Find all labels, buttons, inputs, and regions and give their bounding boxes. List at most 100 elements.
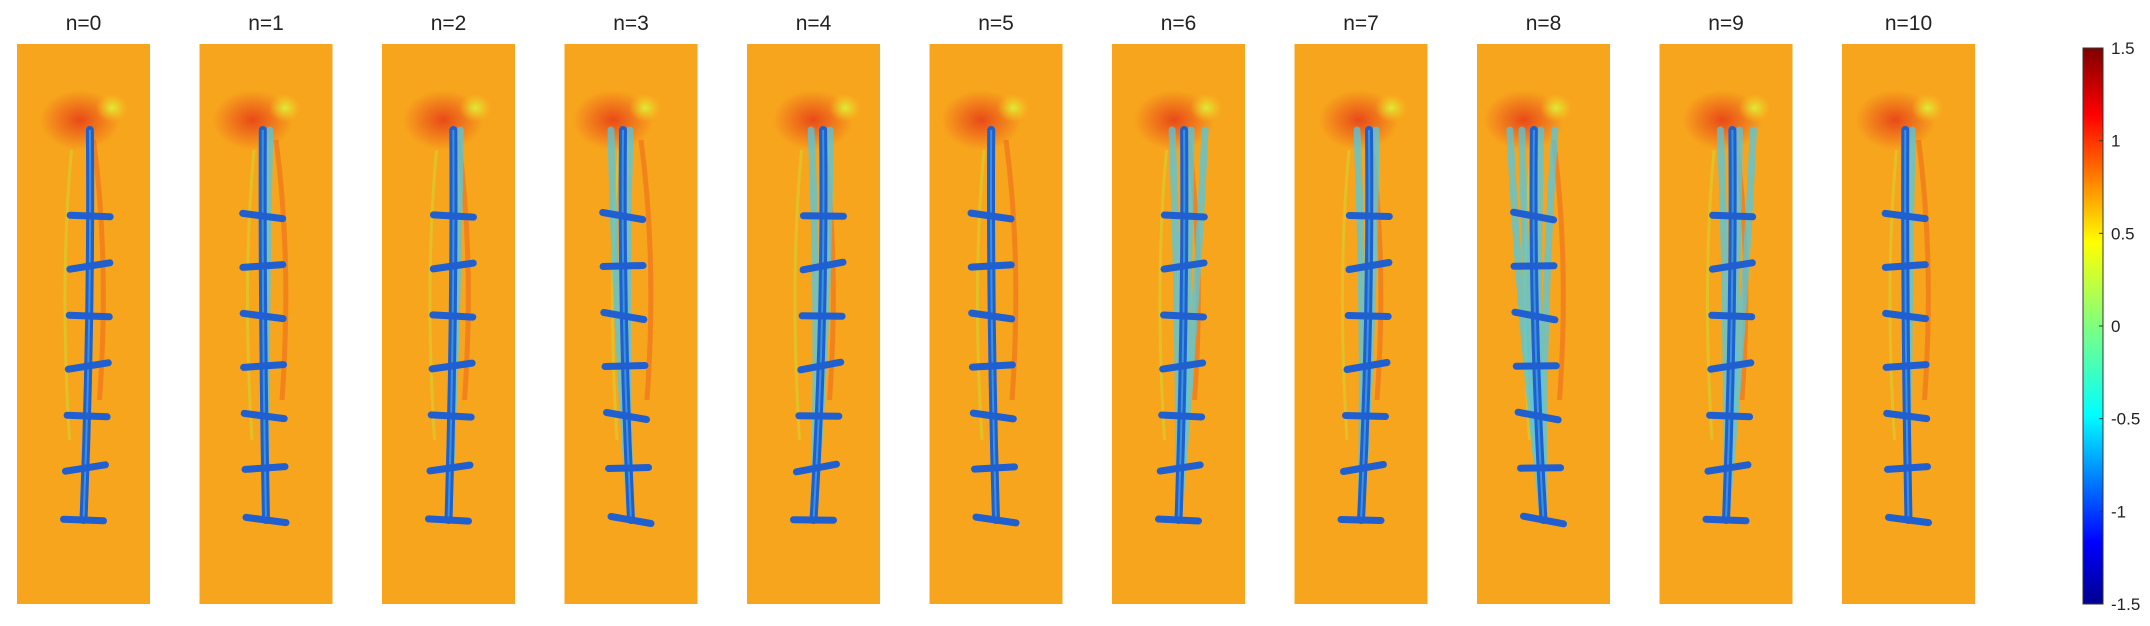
body-rib (239, 261, 287, 271)
body-rib (1158, 411, 1206, 421)
body-rib (240, 361, 288, 371)
wake-streak (1551, 139, 1566, 401)
low-value-region (1375, 94, 1407, 122)
wake-streak (1340, 149, 1351, 441)
body-rib (66, 211, 114, 221)
panel-title: n=5 (978, 12, 1014, 35)
wake-streak (63, 149, 73, 441)
body-rib (60, 515, 107, 525)
wake-streak (610, 149, 621, 441)
body-rib (603, 409, 651, 423)
body-rib (972, 513, 1020, 527)
body-rib (239, 309, 287, 323)
body-rib (1882, 309, 1930, 323)
snapshot-panel: n=1 (199, 12, 333, 604)
colorbar: 1.5 1 0.5 0 -0.5 -1 -1.5 (2082, 39, 2140, 614)
low-value-region (629, 94, 661, 122)
low-value-region (1190, 94, 1223, 122)
snapshot-panel: n=2 (382, 12, 515, 604)
snapshot-panel: n=7 (1294, 12, 1428, 604)
body-rib (1881, 261, 1929, 271)
snapshot-panel: n=9 (1659, 12, 1793, 604)
snapshot-panel: n=3 (564, 12, 698, 604)
body-rib (1514, 408, 1562, 424)
wake-streak (975, 149, 986, 441)
wake-streak (793, 149, 803, 441)
panel-title: n=4 (796, 12, 832, 35)
body-rib (1156, 461, 1204, 475)
body-rib (1709, 211, 1757, 221)
colorbar-tick-label: 1.5 (2111, 39, 2135, 58)
snapshot-panel: n=10 (1842, 12, 1975, 604)
low-value-region (1539, 94, 1572, 122)
colorbar-tick-label: -1.5 (2111, 595, 2140, 614)
wake-streak (1158, 149, 1168, 441)
body-rib (967, 261, 1015, 271)
body-rib (1883, 409, 1931, 423)
body-rib (1160, 259, 1208, 273)
body-rib (601, 362, 649, 370)
low-value-region (459, 94, 492, 122)
body-rib (1520, 512, 1567, 528)
snapshot-panel: n=6 (1112, 12, 1245, 604)
body-rib (799, 258, 847, 274)
low-value-region (829, 94, 862, 122)
panel-title: n=9 (1708, 12, 1744, 35)
body-rib (967, 209, 1015, 223)
body-rib (1510, 208, 1558, 224)
body-rib (429, 259, 477, 273)
body-rib (241, 463, 289, 473)
body-rib (1881, 209, 1929, 223)
body-rib (1708, 259, 1756, 273)
snapshot-panel: n=5 (929, 12, 1063, 604)
body-rib (1159, 359, 1207, 373)
snapshot-panel: n=8 (1477, 12, 1610, 604)
body-rib (605, 464, 653, 472)
snapshot-panel: n=0 (17, 12, 150, 604)
panel-title: n=10 (1885, 12, 1932, 35)
body-rib (599, 209, 647, 223)
body-rib (428, 359, 476, 373)
body-rib (1882, 361, 1930, 371)
colorbar-tick-label: 0.5 (2111, 224, 2135, 243)
body-rib (63, 411, 111, 421)
wake-streak (1705, 149, 1716, 441)
body-rib (968, 309, 1016, 323)
body-rib (1345, 259, 1393, 273)
panel-title: n=8 (1526, 12, 1562, 35)
body-rib (1885, 513, 1932, 527)
body-rib (1345, 212, 1393, 220)
low-value-region (268, 94, 301, 122)
body-rib (426, 461, 474, 475)
colorbar-tick-label: 1 (2111, 132, 2120, 151)
body-rib (1704, 461, 1752, 475)
body-rib (64, 359, 112, 373)
body-rib (1341, 412, 1389, 420)
body-rib (1708, 311, 1756, 321)
body-rib (600, 309, 648, 323)
wake-streak (245, 149, 256, 441)
body-rib (797, 358, 845, 374)
snapshot-panels: n=0 n=1 n=2 n=3 n=4 n=5 n=6 n=7 n=8 n=9 n=10 (17, 12, 1975, 604)
wake-streak (1888, 149, 1898, 441)
body-rib (1160, 211, 1208, 221)
body-rib (1339, 461, 1387, 475)
body-rib (1337, 516, 1385, 524)
low-value-region (1738, 94, 1771, 122)
wake-streak (638, 139, 654, 401)
colorbar-tick-label: -1 (2111, 502, 2126, 521)
body-rib (427, 411, 475, 421)
body-rib (1707, 359, 1755, 373)
body-rib (1344, 312, 1392, 320)
body-rib (969, 409, 1017, 423)
panel-title: n=3 (613, 12, 649, 35)
body-rib (242, 513, 290, 527)
snapshot-panel: n=4 (747, 12, 880, 604)
body-rib (61, 461, 109, 475)
body-rib (240, 409, 288, 423)
panel-title: n=2 (431, 12, 467, 35)
low-value-region (95, 94, 128, 122)
body-rib (66, 259, 114, 273)
wake-streak (428, 149, 438, 441)
